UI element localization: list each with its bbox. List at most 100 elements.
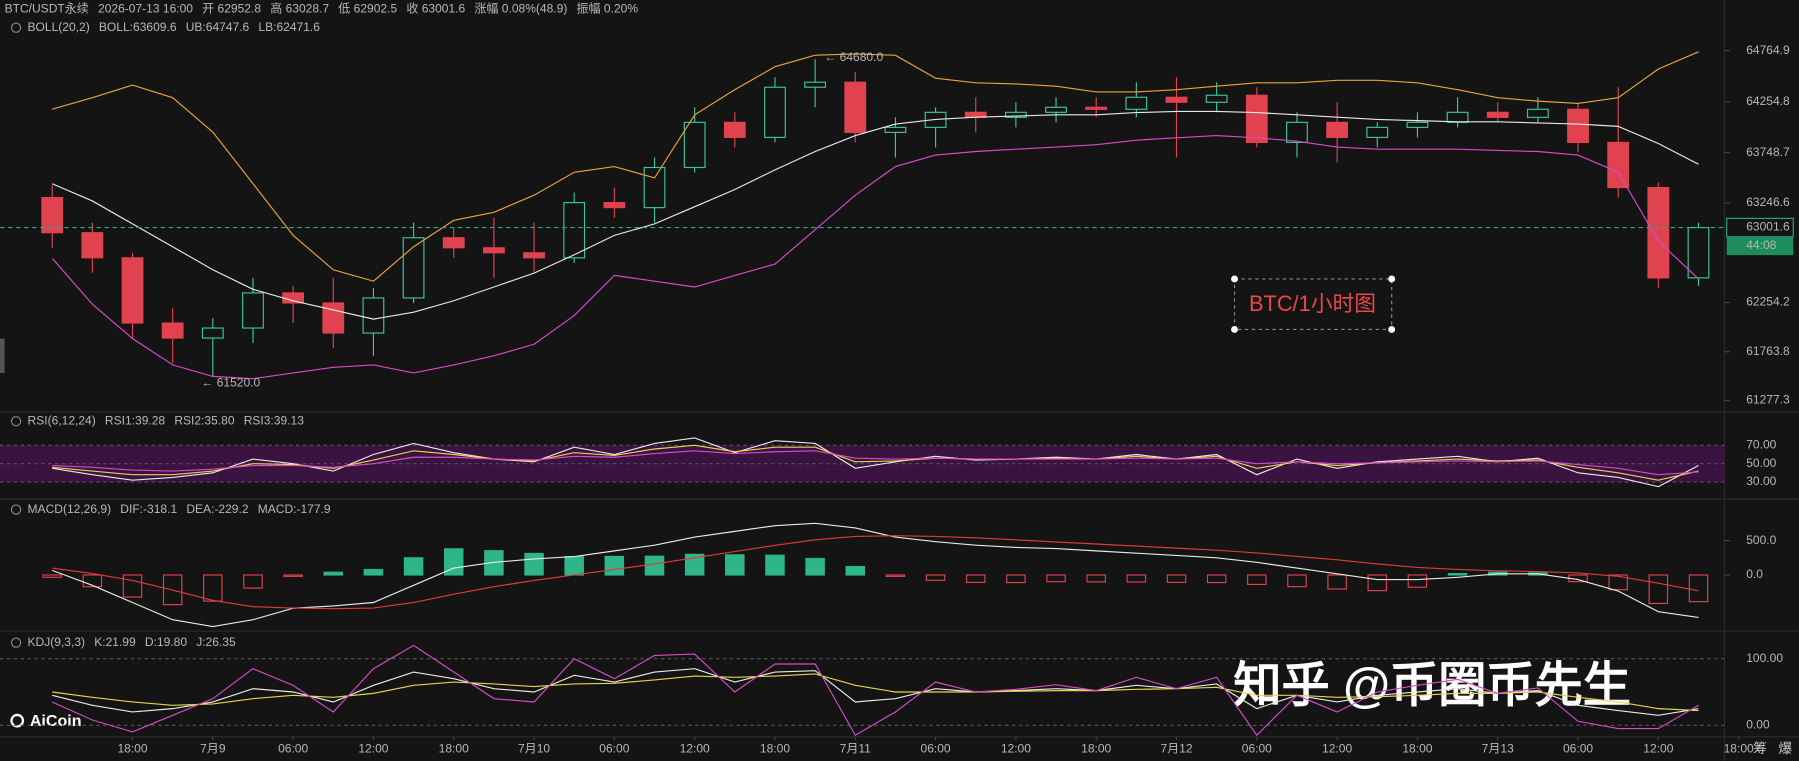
- macd-bar: [1367, 574, 1388, 592]
- macd-bar: [1046, 574, 1066, 583]
- candle-body: [482, 247, 505, 254]
- candle-body: [1004, 111, 1027, 118]
- candle-body: [844, 81, 867, 133]
- candle-body: [1567, 108, 1589, 143]
- candle-body: [1366, 126, 1389, 138]
- candle-body: [402, 237, 425, 299]
- candle-body: [1486, 111, 1509, 118]
- legend-entry: DEA:-229.2: [186, 502, 249, 516]
- macd-bar: [644, 555, 665, 576]
- series-line: [51, 644, 1699, 737]
- drawing-handle[interactable]: [1388, 326, 1396, 333]
- macd-bar: [1327, 574, 1347, 590]
- x-tick-label: 06:00: [1242, 742, 1272, 756]
- drawing-handle[interactable]: [1231, 326, 1238, 333]
- x-tick-label: 06:00: [599, 742, 629, 756]
- drawing-handle[interactable]: [1231, 275, 1238, 283]
- tool-button[interactable]: 筹: [1753, 740, 1767, 756]
- macd-bar: [604, 555, 625, 576]
- x-tick-label: 12:00: [680, 742, 710, 756]
- macd-bar: [243, 574, 263, 589]
- macd-bar: [443, 548, 464, 576]
- candle-body: [1205, 94, 1228, 103]
- macd-bar: [1006, 574, 1026, 584]
- drawing-box[interactable]: [1233, 278, 1393, 331]
- x-tick-label: 06:00: [921, 742, 951, 756]
- legend-entry: RSI1:39.28: [105, 413, 166, 427]
- legend-entry: D:19.80: [145, 635, 187, 649]
- macd-bar: [1126, 574, 1147, 583]
- y-tick-label: 64764.9: [1746, 43, 1790, 57]
- drawing-label: BTC/1小时图: [1249, 291, 1376, 316]
- macd-bar: [1206, 574, 1227, 584]
- x-tick-label: 7月9: [200, 742, 226, 756]
- candle-body: [1286, 121, 1308, 143]
- macd-bar: [363, 568, 384, 576]
- macd-bar: [283, 574, 303, 577]
- macd-bar: [1086, 574, 1106, 583]
- macd-bar: [925, 574, 946, 581]
- macd-bar: [725, 554, 745, 576]
- macd-bar: [1287, 574, 1307, 588]
- x-tick-label: 18:00: [1081, 742, 1111, 756]
- candle-body: [884, 126, 907, 133]
- y-tick-label: 62254.2: [1746, 295, 1790, 309]
- y-tick-label: 70.00: [1746, 438, 1776, 452]
- candle-body: [242, 292, 264, 329]
- drawing-handle[interactable]: [1388, 275, 1396, 283]
- macd-bar: [1608, 574, 1628, 591]
- macd-bar: [524, 552, 544, 576]
- indicator-label: RSI(6,12,24): [28, 413, 96, 427]
- macd-bar: [1447, 573, 1468, 576]
- logo-icon: [10, 713, 25, 728]
- candle-body: [523, 252, 545, 259]
- x-tick-label: 12:00: [1322, 742, 1352, 756]
- indicator-label: BOLL(20,2): [28, 20, 90, 34]
- legend-icon: [10, 504, 22, 515]
- macd-bar: [1407, 574, 1428, 588]
- macd-bar: [42, 574, 62, 578]
- candle-body: [1165, 96, 1188, 103]
- logo: AiCoin: [30, 712, 82, 730]
- side-handle[interactable]: [0, 338, 5, 374]
- header-field: 涨幅 0.08%(48.9): [474, 1, 567, 16]
- series-line: [51, 134, 1699, 380]
- candle-body: [1045, 106, 1067, 113]
- candle-body: [41, 197, 64, 234]
- macd-bar: [403, 557, 424, 576]
- candle-body: [1607, 141, 1630, 189]
- series-line: [52, 437, 1699, 488]
- y-tick-label: 63246.6: [1746, 195, 1790, 209]
- y-tick-label: 61763.8: [1746, 344, 1790, 358]
- macd-bar: [1166, 574, 1187, 583]
- candle-body: [1687, 226, 1710, 279]
- candle-body: [1526, 108, 1549, 118]
- candle-body: [603, 202, 626, 209]
- candle-body: [723, 121, 746, 138]
- x-tick-label: 06:00: [278, 742, 308, 756]
- macd-bar: [203, 574, 223, 602]
- candle-body: [643, 166, 666, 209]
- y-tick-label: 0.00: [1746, 717, 1770, 731]
- candle-body: [683, 121, 706, 169]
- x-tick-label: 18:00: [439, 742, 469, 756]
- y-tick-label: 63748.7: [1746, 145, 1790, 159]
- y-tick-label: 61277.3: [1746, 393, 1790, 407]
- countdown: 44:08: [1746, 238, 1776, 252]
- x-tick-label: 18:00: [1402, 742, 1432, 756]
- x-tick-label: 7月12: [1160, 742, 1192, 756]
- candle-body: [81, 232, 104, 259]
- x-tick-label: 12:00: [358, 742, 388, 756]
- x-tick-label: 7月10: [518, 742, 550, 756]
- series-line: [52, 450, 1699, 476]
- tool-button[interactable]: 爆: [1778, 741, 1792, 756]
- macd-bar: [162, 574, 183, 606]
- price-annotation: ← 61520.0: [201, 375, 260, 389]
- macd-bar: [564, 556, 584, 576]
- candle-body: [121, 257, 144, 324]
- legend-entry: RSI2:35.80: [174, 413, 235, 427]
- header-field: 高 63028.7: [270, 1, 329, 16]
- candle-body: [1085, 106, 1108, 110]
- legend-entry: MACD:-177.9: [258, 502, 331, 516]
- legend-entry: DIF:-318.1: [120, 502, 177, 516]
